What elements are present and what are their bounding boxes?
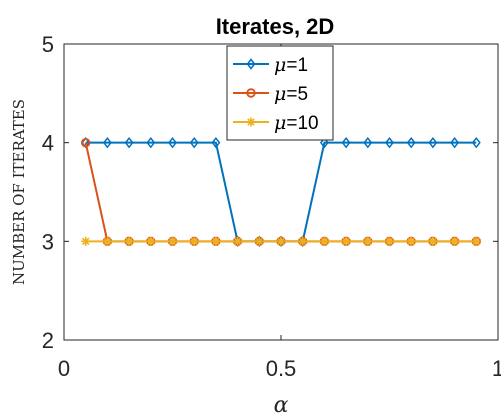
- y-tick-label: 2: [42, 328, 54, 353]
- data-point: [211, 237, 220, 246]
- y-axis-label: NUMBER OF ITERATES: [10, 99, 28, 285]
- y-tick-label: 4: [42, 131, 54, 156]
- data-point: [298, 237, 307, 246]
- legend-label: μ=5: [274, 83, 308, 105]
- y-tick-label: 3: [42, 229, 54, 254]
- legend: μ=1 μ=5 μ=10: [227, 46, 333, 140]
- data-point: [363, 237, 372, 246]
- data-point: [168, 237, 177, 246]
- data-point: [103, 237, 112, 246]
- legend-label: μ=10: [274, 112, 319, 134]
- data-point: [233, 237, 242, 246]
- data-point: [407, 237, 416, 246]
- y-tick-label: 5: [42, 32, 54, 57]
- data-point: [277, 237, 286, 246]
- data-point: [320, 237, 329, 246]
- data-point: [342, 237, 351, 246]
- data-point: [81, 237, 90, 246]
- x-tick-label: 0: [58, 356, 70, 381]
- data-point: [146, 237, 155, 246]
- legend-label: μ=1: [274, 54, 308, 76]
- data-point: [255, 237, 264, 246]
- data-point: [125, 237, 134, 246]
- x-tick-label: 1: [492, 356, 501, 381]
- data-point: [428, 237, 437, 246]
- data-point: [450, 237, 459, 246]
- x-axis-label: α: [274, 393, 289, 418]
- data-point: [190, 237, 199, 246]
- chart-title: Iterates, 2D: [216, 14, 335, 39]
- x-tick-label: 0.5: [266, 356, 297, 381]
- data-point: [385, 237, 394, 246]
- data-point: [472, 237, 481, 246]
- data-point: [247, 118, 256, 127]
